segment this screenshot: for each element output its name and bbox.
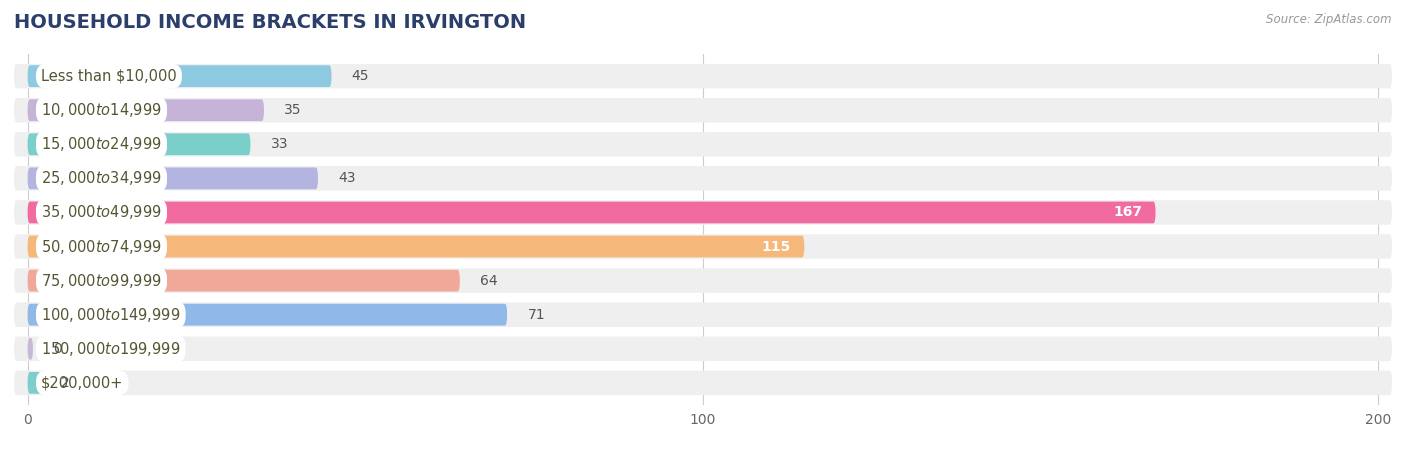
FancyBboxPatch shape bbox=[28, 270, 460, 292]
FancyBboxPatch shape bbox=[14, 98, 1392, 122]
Text: 167: 167 bbox=[1114, 206, 1142, 220]
Text: $200,000+: $200,000+ bbox=[41, 375, 124, 390]
FancyBboxPatch shape bbox=[14, 132, 1392, 157]
Text: $75,000 to $99,999: $75,000 to $99,999 bbox=[41, 272, 162, 290]
Text: 115: 115 bbox=[762, 239, 790, 253]
Text: 0: 0 bbox=[53, 342, 62, 356]
Text: 64: 64 bbox=[479, 274, 498, 288]
FancyBboxPatch shape bbox=[28, 167, 318, 189]
Text: 2: 2 bbox=[62, 376, 70, 390]
FancyBboxPatch shape bbox=[14, 371, 1392, 395]
Text: Source: ZipAtlas.com: Source: ZipAtlas.com bbox=[1267, 14, 1392, 27]
FancyBboxPatch shape bbox=[28, 338, 32, 360]
Text: 45: 45 bbox=[352, 69, 370, 83]
Text: $35,000 to $49,999: $35,000 to $49,999 bbox=[41, 203, 162, 221]
Text: $100,000 to $149,999: $100,000 to $149,999 bbox=[41, 306, 180, 324]
Text: $10,000 to $14,999: $10,000 to $14,999 bbox=[41, 101, 162, 119]
Text: $50,000 to $74,999: $50,000 to $74,999 bbox=[41, 238, 162, 256]
FancyBboxPatch shape bbox=[14, 234, 1392, 259]
FancyBboxPatch shape bbox=[28, 236, 804, 257]
FancyBboxPatch shape bbox=[28, 99, 264, 121]
Text: $150,000 to $199,999: $150,000 to $199,999 bbox=[41, 340, 180, 358]
Text: Less than $10,000: Less than $10,000 bbox=[41, 69, 177, 84]
Text: 33: 33 bbox=[271, 137, 288, 151]
FancyBboxPatch shape bbox=[28, 304, 508, 326]
FancyBboxPatch shape bbox=[28, 65, 332, 87]
Text: $15,000 to $24,999: $15,000 to $24,999 bbox=[41, 135, 162, 153]
FancyBboxPatch shape bbox=[28, 133, 250, 155]
FancyBboxPatch shape bbox=[14, 302, 1392, 327]
FancyBboxPatch shape bbox=[28, 202, 1156, 223]
FancyBboxPatch shape bbox=[14, 166, 1392, 191]
Text: 43: 43 bbox=[339, 171, 356, 185]
FancyBboxPatch shape bbox=[14, 268, 1392, 293]
Text: 35: 35 bbox=[284, 103, 302, 117]
FancyBboxPatch shape bbox=[14, 200, 1392, 225]
FancyBboxPatch shape bbox=[28, 372, 41, 394]
Text: 71: 71 bbox=[527, 308, 546, 322]
Text: HOUSEHOLD INCOME BRACKETS IN IRVINGTON: HOUSEHOLD INCOME BRACKETS IN IRVINGTON bbox=[14, 14, 526, 32]
FancyBboxPatch shape bbox=[14, 64, 1392, 88]
FancyBboxPatch shape bbox=[14, 337, 1392, 361]
Text: $25,000 to $34,999: $25,000 to $34,999 bbox=[41, 169, 162, 187]
